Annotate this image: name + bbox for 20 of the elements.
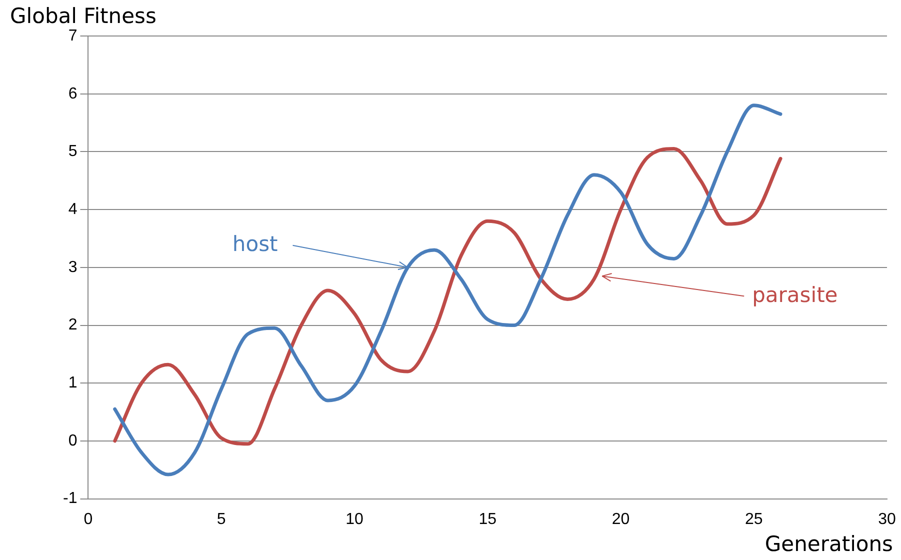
y-tick-label: 6 — [68, 85, 78, 102]
annotation: host — [232, 232, 278, 256]
y-tick-label: 7 — [68, 27, 78, 44]
x-axis-title: Generations — [764, 532, 893, 556]
x-tick-label: 10 — [346, 510, 364, 528]
x-tick-label: 0 — [84, 510, 93, 528]
y-tick-label: 5 — [68, 143, 78, 160]
y-tick-label: 3 — [68, 258, 78, 276]
y-axis-title: Global Fitness — [10, 4, 156, 28]
y-tick-label: 4 — [68, 200, 78, 218]
y-tick-label: 0 — [68, 432, 78, 450]
y-tick-label: -1 — [62, 490, 78, 508]
y-tick-label: 1 — [68, 374, 78, 392]
x-tick-label: 15 — [478, 510, 497, 528]
y-tick-label: 2 — [68, 316, 78, 334]
x-tick-label: 20 — [612, 510, 630, 528]
annotation: parasite — [752, 283, 838, 308]
x-tick-label: 30 — [878, 510, 896, 528]
x-tick-label: 25 — [744, 510, 763, 528]
x-tick-label: 5 — [216, 510, 226, 528]
